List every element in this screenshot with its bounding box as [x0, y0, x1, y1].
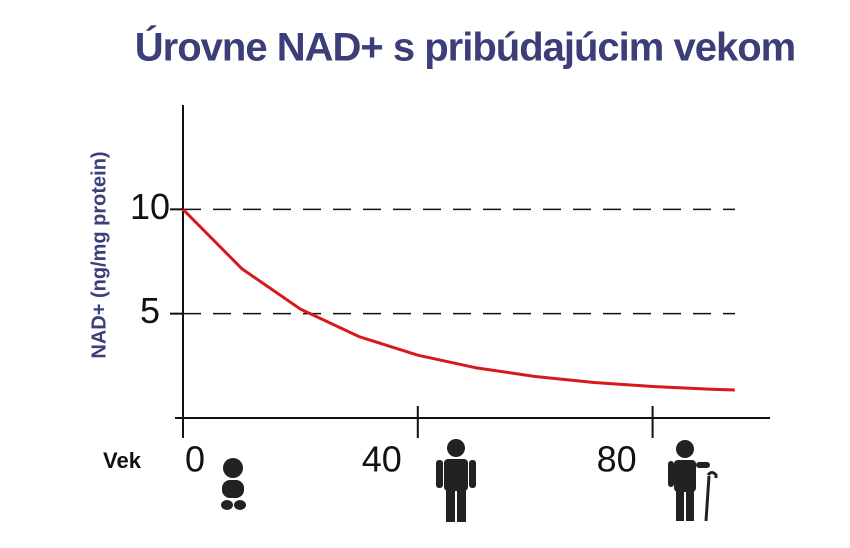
- y-tick-label: 5: [140, 290, 160, 331]
- y-tick-label: 10: [130, 186, 170, 227]
- baby-icon: [221, 458, 246, 510]
- data-line: [181, 208, 735, 392]
- senior-icon: [668, 440, 718, 522]
- chart-title: Úrovne NAD+ s pribúdajúcim vekom: [135, 24, 795, 70]
- x-tick-label: 80: [597, 439, 637, 480]
- x-axis-label: Vek: [103, 448, 142, 473]
- x-tick-label: 0: [185, 439, 205, 480]
- x-tick-label: 40: [362, 439, 402, 480]
- adult-icon: [436, 439, 476, 522]
- y-axis-label: NAD+ (ng/mg protein): [88, 151, 110, 358]
